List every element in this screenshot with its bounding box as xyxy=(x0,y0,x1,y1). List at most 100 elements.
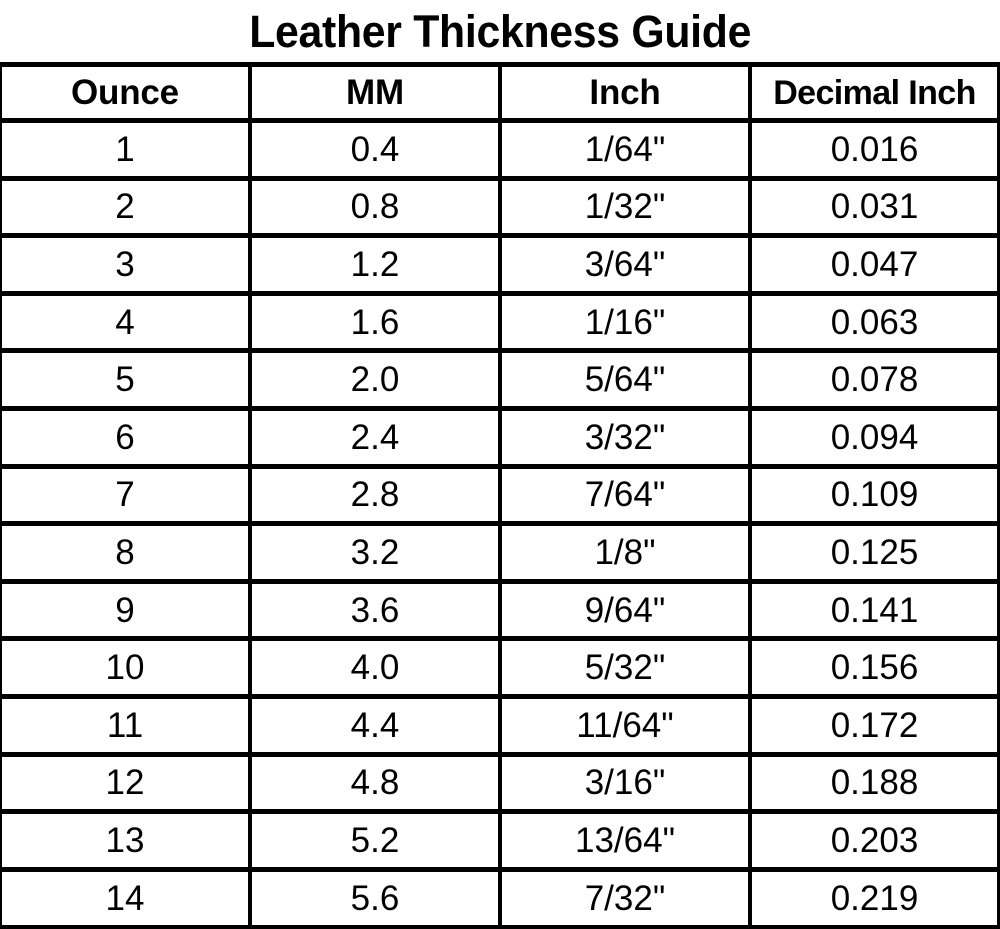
table-cell-mm: 3.2 xyxy=(250,523,502,584)
table-cell-inch: 1/32" xyxy=(500,178,752,239)
page-title: Leather Thickness Guide xyxy=(249,5,751,57)
table-cell-ounce: 10 xyxy=(2,638,252,699)
table-cell-ounce: 6 xyxy=(2,408,252,469)
table-cell-mm-value: 4.8 xyxy=(350,763,400,803)
table-cell-inch-value: 9/64" xyxy=(584,590,666,630)
table-cell-ounce-value: 5 xyxy=(115,360,135,400)
table-cell-ounce-value: 12 xyxy=(105,763,145,803)
table-cell-ounce-value: 14 xyxy=(105,878,145,918)
table-cell-ounce-value: 13 xyxy=(105,820,145,860)
table-cell-ounce: 3 xyxy=(2,235,252,296)
table-cell-ounce: 8 xyxy=(2,523,252,584)
table-cell-ounce: 1 xyxy=(2,120,252,181)
column-header-decimal-inch-label: Decimal Inch xyxy=(773,73,976,112)
table-cell-inch-value: 7/32" xyxy=(584,878,666,918)
table-row: 13 5.2 13/64" 0.203 xyxy=(2,811,997,872)
table-cell-decimal: 0.109 xyxy=(750,466,997,527)
table-cell-inch: 7/32" xyxy=(500,869,752,929)
table-cell-ounce-value: 8 xyxy=(115,532,135,572)
table-cell-decimal-value: 0.063 xyxy=(830,302,919,342)
table-cell-mm: 1.6 xyxy=(250,293,502,354)
table-cell-decimal-value: 0.156 xyxy=(830,648,919,688)
table-cell-mm: 2.0 xyxy=(250,350,502,411)
table-cell-ounce-value: 10 xyxy=(105,648,145,688)
table-cell-mm: 2.8 xyxy=(250,466,502,527)
table-cell-mm-value: 4.4 xyxy=(350,705,400,745)
header-row: Ounce MM Inch Decimal Inch xyxy=(2,62,997,123)
table-row: 11 4.4 11/64" 0.172 xyxy=(2,696,997,757)
table-cell-mm: 4.4 xyxy=(250,696,502,757)
table-row: 10 4.0 5/32" 0.156 xyxy=(2,638,997,699)
table-cell-mm: 4.8 xyxy=(250,754,502,815)
table-cell-inch-value: 13/64" xyxy=(574,820,675,860)
table-cell-mm-value: 3.6 xyxy=(350,590,400,630)
table-cell-inch-value: 11/64" xyxy=(576,705,674,745)
table-cell-decimal: 0.172 xyxy=(750,696,997,757)
column-header-mm-label: MM xyxy=(346,73,404,112)
table-cell-inch: 13/64" xyxy=(500,811,752,872)
table-cell-decimal: 0.031 xyxy=(750,178,997,239)
table-cell-inch: 1/16" xyxy=(500,293,752,354)
table-cell-inch-value: 7/64" xyxy=(584,475,666,515)
column-header-mm: MM xyxy=(250,62,502,123)
column-header-inch: Inch xyxy=(500,62,752,123)
table-cell-ounce: 2 xyxy=(2,178,252,239)
table-cell-inch: 3/16" xyxy=(500,754,752,815)
table-cell-ounce-value: 6 xyxy=(115,417,135,457)
table-cell-mm: 4.0 xyxy=(250,638,502,699)
table-cell-ounce: 11 xyxy=(2,696,252,757)
table-cell-decimal-value: 0.016 xyxy=(830,129,919,169)
table-cell-ounce: 7 xyxy=(2,466,252,527)
table-cell-inch: 5/64" xyxy=(500,350,752,411)
table-cell-decimal-value: 0.094 xyxy=(830,417,919,457)
table-cell-inch: 1/64" xyxy=(500,120,752,181)
table-cell-ounce-value: 1 xyxy=(115,129,135,169)
table-cell-mm: 0.8 xyxy=(250,178,502,239)
table-cell-decimal: 0.188 xyxy=(750,754,997,815)
table-row: 2 0.8 1/32" 0.031 xyxy=(2,178,997,239)
table-cell-mm-value: 1.2 xyxy=(350,244,400,284)
table-cell-decimal: 0.078 xyxy=(750,350,997,411)
thickness-table-container: Ounce MM Inch Decimal Inch 1 0.4 1/64" 0.01… xyxy=(0,62,1000,929)
table-cell-mm-value: 4.0 xyxy=(350,648,400,688)
table-row: 7 2.8 7/64" 0.109 xyxy=(2,466,997,527)
table-cell-decimal-value: 0.188 xyxy=(830,763,919,803)
table-row: 12 4.8 3/16" 0.188 xyxy=(2,754,997,815)
table-cell-ounce: 14 xyxy=(2,869,252,929)
table-cell-mm: 1.2 xyxy=(250,235,502,296)
table-cell-ounce: 9 xyxy=(2,581,252,642)
column-header-inch-label: Inch xyxy=(589,73,661,112)
table-row: 9 3.6 9/64" 0.141 xyxy=(2,581,997,642)
table-row: 4 1.6 1/16" 0.063 xyxy=(2,293,997,354)
column-header-decimal-inch: Decimal Inch xyxy=(750,62,997,123)
table-cell-inch: 11/64" xyxy=(500,696,752,757)
table-cell-inch-value: 3/32" xyxy=(584,417,666,457)
table-cell-ounce: 13 xyxy=(2,811,252,872)
table-row: 3 1.2 3/64" 0.047 xyxy=(2,235,997,296)
table-cell-inch-value: 1/64" xyxy=(584,129,666,169)
column-header-ounce: Ounce xyxy=(2,62,252,123)
table-cell-ounce-value: 2 xyxy=(115,187,135,227)
table-cell-decimal: 0.125 xyxy=(750,523,997,584)
table-cell-mm: 5.6 xyxy=(250,869,502,929)
table-cell-decimal: 0.203 xyxy=(750,811,997,872)
table-cell-decimal-value: 0.109 xyxy=(830,475,919,515)
table-cell-decimal: 0.094 xyxy=(750,408,997,469)
table-header: Ounce MM Inch Decimal Inch xyxy=(2,62,997,123)
table-cell-decimal-value: 0.031 xyxy=(830,187,919,227)
table-cell-inch-value: 1/32" xyxy=(584,187,666,227)
table-cell-ounce: 12 xyxy=(2,754,252,815)
table-cell-decimal: 0.141 xyxy=(750,581,997,642)
table-cell-decimal: 0.063 xyxy=(750,293,997,354)
table-cell-mm: 3.6 xyxy=(250,581,502,642)
table-cell-inch-value: 5/64" xyxy=(584,360,666,400)
table-body: 1 0.4 1/64" 0.016 2 0.8 1/32" 0.031 3 1.2 3/64" 0.0… xyxy=(2,120,997,929)
table-cell-inch: 1/8" xyxy=(500,523,752,584)
table-cell-inch: 5/32" xyxy=(500,638,752,699)
table-cell-decimal-value: 0.203 xyxy=(830,820,919,860)
table-cell-inch-value: 3/16" xyxy=(584,763,666,803)
table-cell-mm-value: 0.4 xyxy=(350,129,400,169)
table-cell-ounce-value: 7 xyxy=(115,475,135,515)
table-cell-ounce-value: 4 xyxy=(115,302,135,342)
